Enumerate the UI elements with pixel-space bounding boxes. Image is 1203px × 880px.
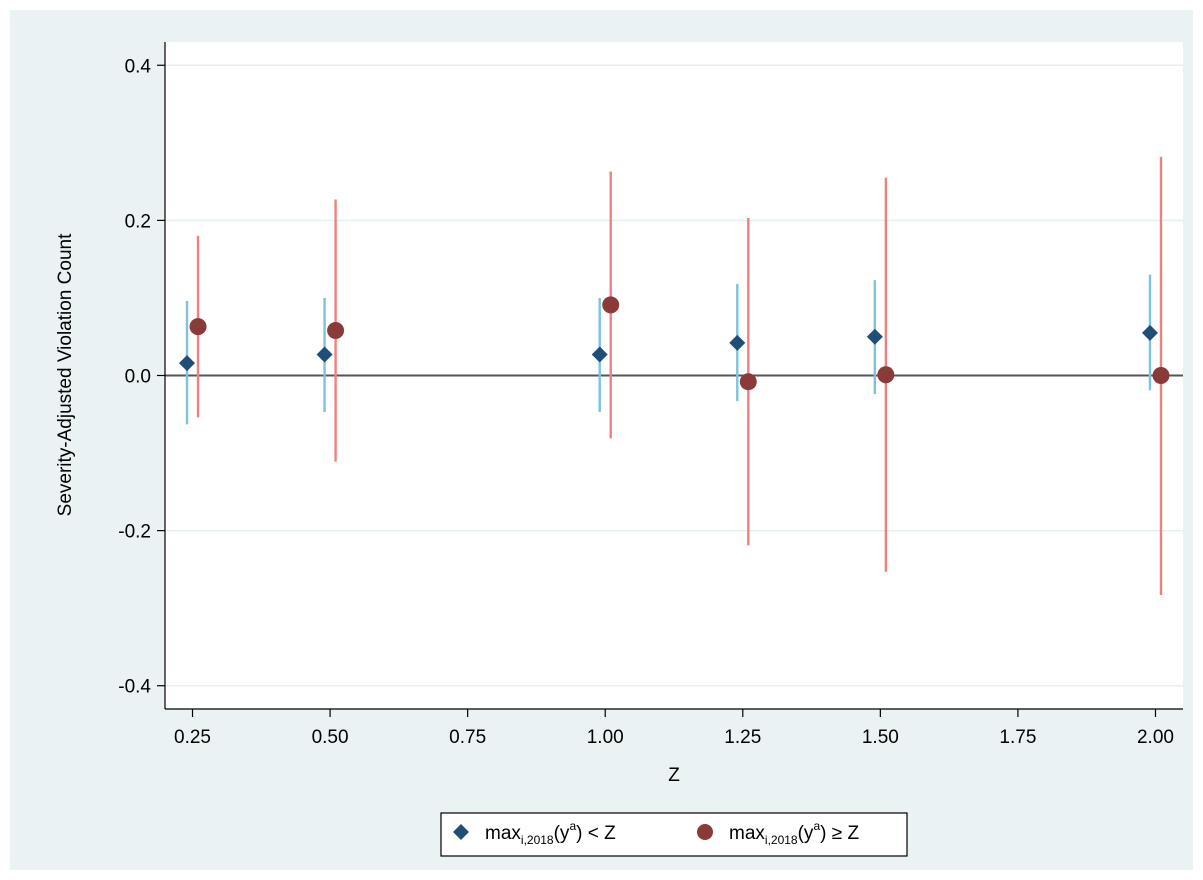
x-tick-label-7: 2.00 [1137, 727, 1174, 748]
y-tick-label-0: -0.4 [118, 677, 151, 698]
x-tick-label-3: 1.00 [587, 727, 624, 748]
legend-s2-tail: ) ≥ Z [820, 823, 859, 844]
x-tick-label-2: 0.75 [449, 727, 486, 748]
data-marks [179, 156, 1170, 595]
x-axis-ticks: 0.25 0.50 0.75 1.00 1.25 1.50 1.75 2.00 [174, 709, 1174, 748]
x-tick-label-4: 1.25 [724, 727, 761, 748]
legend-circle-marker [697, 824, 713, 840]
y-tick-label-3: 0.2 [125, 211, 151, 232]
point-series-1-3 [729, 334, 746, 351]
point-series-2-4 [877, 366, 895, 384]
legend-s1-paren: (y [554, 823, 570, 844]
point-series-2-2 [602, 296, 620, 314]
point-series-1-0 [179, 355, 196, 372]
point-series-1-5 [1141, 324, 1158, 341]
legend-s2-paren: (y [798, 823, 814, 844]
x-tick-label-1: 0.50 [312, 727, 349, 748]
x-tick-label-5: 1.50 [862, 727, 899, 748]
legend-box [440, 812, 908, 857]
y-axis-ticks: -0.4 -0.2 0.0 0.2 0.4 [118, 56, 165, 698]
grid-lines [165, 64, 1183, 687]
legend-s1-sup: a [569, 819, 576, 833]
point-series-1-2 [591, 346, 608, 363]
legend-s1-main: max [485, 823, 521, 844]
legend-s2-sup: a [813, 819, 820, 833]
point-series-2-3 [739, 373, 757, 391]
x-axis-title: Z [668, 765, 680, 786]
x-tick-label-0: 0.25 [174, 727, 211, 748]
y-tick-label-4: 0.4 [125, 56, 152, 77]
point-series-1-4 [866, 328, 883, 345]
y-tick-label-2: 0.0 [125, 367, 151, 388]
legend: maxi,2018(ya) < Z maxi,2018(ya) ≥ Z [440, 812, 908, 857]
point-series-2-1 [327, 322, 345, 340]
y-axis-title: Severity-Adjusted Violation Count [55, 233, 76, 516]
legend-s1-tail: ) < Z [576, 823, 616, 844]
legend-s2-main: max [729, 823, 765, 844]
point-series-2-5 [1152, 367, 1170, 384]
legend-diamond-marker [453, 824, 469, 840]
x-tick-label-6: 1.75 [999, 727, 1036, 748]
point-series-1-1 [316, 346, 333, 363]
legend-s1-sub: i,2018 [521, 833, 554, 847]
legend-label-series-1: maxi,2018(ya) < Z [485, 819, 616, 847]
legend-s2-sub: i,2018 [765, 833, 798, 847]
y-tick-label-1: -0.2 [118, 522, 151, 543]
legend-label-series-2: maxi,2018(ya) ≥ Z [729, 819, 859, 847]
point-series-2-0 [189, 318, 207, 336]
